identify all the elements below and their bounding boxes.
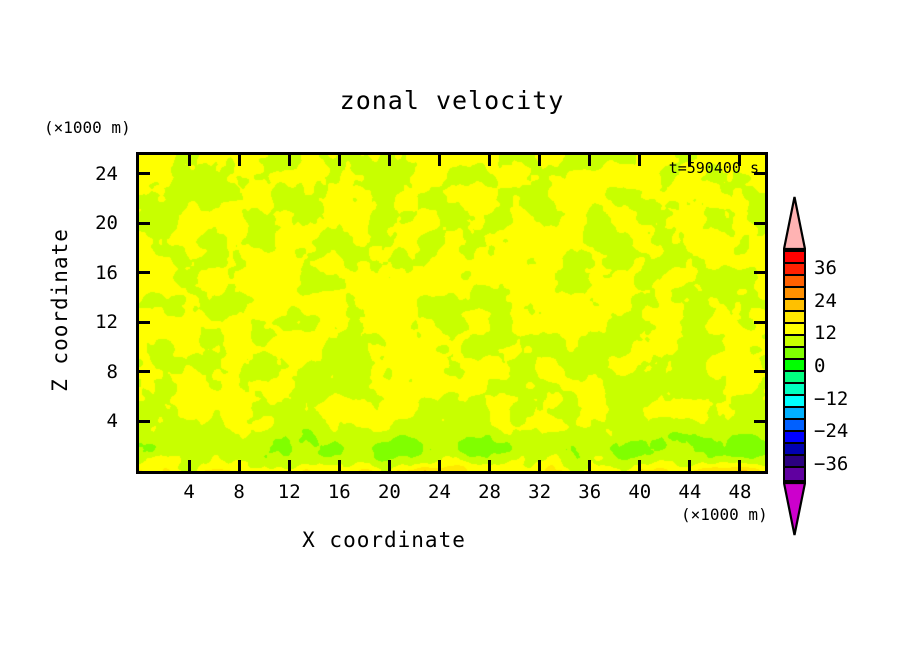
x-tick-24 <box>437 155 441 166</box>
x-tick-40 <box>638 155 642 166</box>
x-tick-label-20: 20 <box>377 481 401 503</box>
y-tick-label-12: 12 <box>95 311 118 334</box>
x-tick-48 <box>738 460 742 471</box>
colorbar-band-6 <box>785 324 804 336</box>
x-tick-8 <box>237 460 241 471</box>
y-tick-label-4: 4 <box>106 410 118 433</box>
y-tick-8 <box>139 370 150 374</box>
x-tick-40 <box>638 460 642 471</box>
colorbar-band-1 <box>785 264 804 276</box>
y-tick-16 <box>139 271 150 275</box>
y-tick-label-24: 24 <box>95 162 118 185</box>
y-tick-4 <box>139 419 150 423</box>
colorbar-band-3 <box>785 288 804 300</box>
x-tick-8 <box>237 155 241 166</box>
colorbar-band-18 <box>785 468 804 480</box>
colorbar-band-8 <box>785 348 804 360</box>
x-tick-label-12: 12 <box>277 481 301 503</box>
x-tick-28 <box>488 460 492 471</box>
y-tick-24 <box>754 172 765 176</box>
velocity-field-canvas <box>139 155 765 471</box>
x-tick-36 <box>588 460 592 471</box>
y-tick-8 <box>754 370 765 374</box>
colorbar-band-17 <box>785 456 804 468</box>
x-tick-44 <box>688 460 692 471</box>
colorbar-band-12 <box>785 396 804 408</box>
x-tick-32 <box>538 155 542 166</box>
colorbar-label-0: 0 <box>814 355 826 377</box>
y-tick-label-20: 20 <box>95 212 118 235</box>
y-tick-20 <box>754 221 765 225</box>
x-tick-label-28: 28 <box>478 481 501 503</box>
y-tick-24 <box>139 172 150 176</box>
colorbar-band-2 <box>785 276 804 288</box>
x-tick-label-4: 4 <box>183 481 195 503</box>
colorbar-band-13 <box>785 408 804 420</box>
y-tick-label-16: 16 <box>95 261 118 284</box>
x-tick-16 <box>337 460 341 471</box>
colorbar-under-range-cap <box>783 482 806 536</box>
x-axis-units-label: (×1000 m) <box>681 505 768 524</box>
colorbar-band-7 <box>785 336 804 348</box>
x-tick-32 <box>538 460 542 471</box>
y-tick-12 <box>754 320 765 324</box>
colorbar-label-24: 24 <box>814 289 837 312</box>
x-tick-label-40: 40 <box>628 481 652 503</box>
x-tick-44 <box>688 155 692 166</box>
colorbar-band-5 <box>785 312 804 324</box>
colorbar-band-16 <box>785 444 804 456</box>
y-tick-label-8: 8 <box>106 360 118 383</box>
x-tick-12 <box>287 155 291 166</box>
colorbar-over-range-cap <box>783 196 806 250</box>
x-tick-4 <box>187 155 191 166</box>
x-tick-12 <box>287 460 291 471</box>
colorbar-band-9 <box>785 360 804 372</box>
x-tick-label-44: 44 <box>678 481 702 503</box>
time-annotation: t=590400 s <box>668 159 759 177</box>
y-tick-12 <box>139 320 150 324</box>
x-tick-label-48: 48 <box>728 481 752 503</box>
x-tick-36 <box>588 155 592 166</box>
colorbar-band-14 <box>785 420 804 432</box>
x-tick-label-36: 36 <box>578 481 602 503</box>
colorbar-label-12: 12 <box>814 322 837 345</box>
x-axis-title: X coordinate <box>302 528 466 552</box>
colorbar-label-36: 36 <box>814 257 837 280</box>
x-tick-20 <box>387 155 391 166</box>
colorbar-label--36: −36 <box>814 452 849 475</box>
colorbar-label--12: −12 <box>814 387 849 410</box>
colorbar-label--24: −24 <box>814 420 849 443</box>
x-tick-label-8: 8 <box>233 481 245 503</box>
y-tick-16 <box>754 271 765 275</box>
x-tick-28 <box>488 155 492 166</box>
x-tick-20 <box>387 460 391 471</box>
page-title: zonal velocity <box>339 86 565 115</box>
colorbar-band-4 <box>785 300 804 312</box>
contour-plot-area: t=590400 s <box>136 152 768 474</box>
x-tick-label-16: 16 <box>327 481 351 503</box>
y-axis-units-label: (×1000 m) <box>44 118 131 137</box>
x-tick-48 <box>738 155 742 166</box>
y-tick-4 <box>754 419 765 423</box>
colorbar-band-10 <box>785 372 804 384</box>
x-tick-16 <box>337 155 341 166</box>
y-tick-20 <box>139 221 150 225</box>
colorbar-band-11 <box>785 384 804 396</box>
x-tick-4 <box>187 460 191 471</box>
x-tick-label-32: 32 <box>528 481 552 503</box>
colorbar-band-15 <box>785 432 804 444</box>
colorbar-band-0 <box>785 252 804 264</box>
x-tick-24 <box>437 460 441 471</box>
x-tick-label-24: 24 <box>428 481 451 503</box>
colorbar <box>783 250 806 482</box>
